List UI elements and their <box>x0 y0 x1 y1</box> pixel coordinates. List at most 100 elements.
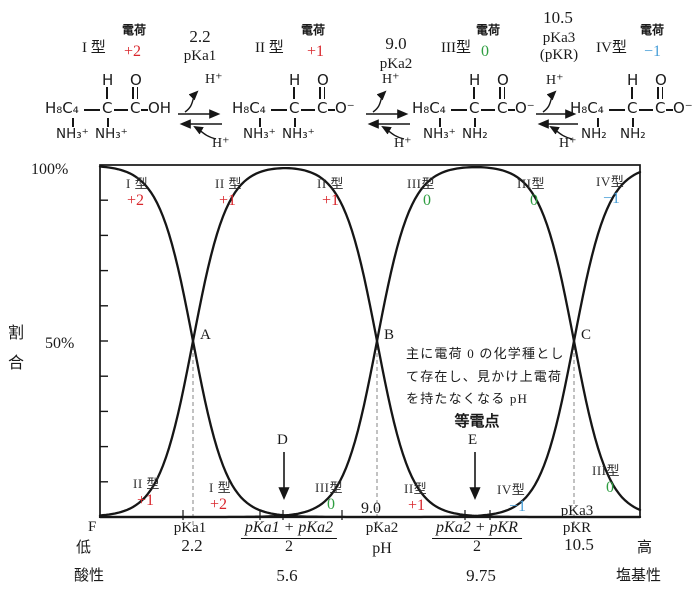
bond-carbonyl-acid <box>141 109 148 111</box>
acidic-label: 酸性 <box>74 568 105 584</box>
charge-value: +2 <box>124 43 142 60</box>
type-label: II 型 <box>255 40 284 56</box>
bond-co-double-1 <box>657 87 659 99</box>
curve-type-text: III型 <box>517 176 545 191</box>
curve-type-text: II型 <box>404 481 428 496</box>
eq3-proton-release-arrow <box>542 90 557 113</box>
crossing-letter-B: B <box>384 327 395 343</box>
curve-charge-text: −1 <box>509 498 527 515</box>
bond-alpha-carbonyl <box>114 109 128 111</box>
eq3-proton-add-arrow <box>549 125 573 140</box>
curve-label-III型: III型 0 <box>315 481 343 513</box>
carbonyl-oxygen: O <box>497 71 509 89</box>
curve-charge-text: +1 <box>137 492 155 509</box>
curve-label-II型: II 型 +1 <box>215 177 242 209</box>
bond-carbonyl-acid <box>508 109 515 111</box>
alpha-carbon: C <box>102 99 113 117</box>
amine-side: NH₂ <box>581 126 607 142</box>
carbonyl-carbon: C <box>497 99 508 117</box>
note-line-2: て存在し、見かけ上電荷 <box>406 368 563 384</box>
y-axis-50-label: 50% <box>45 335 75 352</box>
pka2-name: pKa2 <box>379 56 413 72</box>
amine-alpha: NH₂ <box>462 126 488 142</box>
curve-label-III型: III型 0 <box>517 177 545 209</box>
alpha-hydrogen: H <box>469 71 481 89</box>
bond-chain-alpha <box>84 109 100 111</box>
bond-chain-alpha <box>451 109 467 111</box>
curve-II型 <box>98 166 642 519</box>
bond-amine-left <box>597 118 599 127</box>
eq1-proton-add-arrow <box>193 125 217 140</box>
pka1-value: 2.2 <box>189 27 211 46</box>
bond-amine-left <box>439 118 441 127</box>
charge-value: 0 <box>481 43 489 60</box>
acid-group: O⁻ <box>515 99 535 117</box>
bond-ch <box>631 87 633 99</box>
bond-amine-right <box>107 118 109 127</box>
bond-co-double-1 <box>319 87 321 99</box>
low-ph-label: 低 <box>76 540 92 556</box>
crossing-letter-C: C <box>581 327 592 343</box>
carbonyl-oxygen: O <box>130 71 142 89</box>
fraction-numerator: pKa1 + pKa2 <box>240 519 338 539</box>
curve-type-text: III型 <box>592 463 620 478</box>
side-chain-formula: H₈C₄ <box>412 99 446 117</box>
eq1-proton-release-arrow <box>184 90 199 113</box>
eq2-proton-release-arrow <box>372 90 387 113</box>
bond-ch <box>106 87 108 99</box>
bond-co-double-1 <box>132 87 134 99</box>
curve-type-text: II 型 <box>215 176 242 191</box>
curve-charge-text: +1 <box>322 192 340 209</box>
curve-type-text: IV型 <box>497 482 526 497</box>
amine-alpha: NH₃⁺ <box>282 126 315 142</box>
pka3-name: pKa3 <box>542 30 576 46</box>
curve-label-II型: II型 +1 <box>404 482 427 514</box>
curve-type-text: III型 <box>407 176 435 191</box>
charge-header: 電荷 <box>640 23 665 37</box>
eq2-proton-add-arrow <box>381 125 405 140</box>
curve-type-text: III型 <box>315 480 343 495</box>
bond-amine-right <box>632 118 634 127</box>
x-axis-title: pH <box>372 540 392 557</box>
structure-type-IV: IV型 電荷 −1 H₈C₄ H C O C O⁻ NH₂ NH₂ <box>568 18 698 155</box>
alpha-carbon: C <box>469 99 480 117</box>
carbonyl-oxygen: O <box>655 71 667 89</box>
amine-alpha: NH₃⁺ <box>95 126 128 142</box>
amine-side: NH₃⁺ <box>243 126 276 142</box>
curve-IV型 <box>98 170 642 519</box>
charge-header: 電荷 <box>122 23 147 37</box>
amine-side: NH₃⁺ <box>56 126 89 142</box>
charge-header: 電荷 <box>301 23 326 37</box>
carbonyl-carbon: C <box>317 99 328 117</box>
x-tick-pka2-name: pKa2 <box>365 520 399 536</box>
acid-group: O⁻ <box>673 99 693 117</box>
bond-chain-alpha <box>271 109 287 111</box>
origin-point-label: F <box>88 519 97 535</box>
curve-charge-text: 0 <box>530 192 538 209</box>
bond-co-double-1 <box>499 87 501 99</box>
x-tick-fraction-1: pKa1 + pKa2 2 <box>240 519 338 556</box>
note-line-3: を持たなくなる pH <box>406 391 529 406</box>
curve-label-II型: II 型 +1 <box>317 177 344 209</box>
bond-co-double-2 <box>136 87 139 99</box>
acid-group: OH <box>148 99 172 117</box>
bond-carbonyl-acid <box>328 109 335 111</box>
h-plus-label: H⁺ <box>546 73 564 88</box>
bond-co-double-2 <box>661 87 664 99</box>
curve-label-III型: III型 0 <box>407 177 435 209</box>
type-label: I 型 <box>82 40 106 56</box>
charge-value: −1 <box>644 43 662 60</box>
curve-charge-text: −1 <box>603 190 621 207</box>
crossing-letter-A: A <box>200 327 211 343</box>
y-axis-title-char-1: 割 <box>8 325 25 342</box>
h-plus-label: H⁺ <box>205 72 223 87</box>
x-tick-10-5-value: 10.5 <box>564 535 594 554</box>
curve-type-text: II 型 <box>133 476 160 491</box>
plot-border <box>99 164 641 518</box>
structure-type-III: III型 電荷 0 H₈C₄ H C O C O⁻ NH₃⁺ NH₂ <box>410 18 542 155</box>
curve-label-I型: I 型 +2 <box>209 481 231 513</box>
bond-co-double-2 <box>503 87 506 99</box>
curve-type-text: IV型 <box>596 174 625 189</box>
note-line-1: 主に電荷 0 の化学種とし <box>406 346 565 361</box>
